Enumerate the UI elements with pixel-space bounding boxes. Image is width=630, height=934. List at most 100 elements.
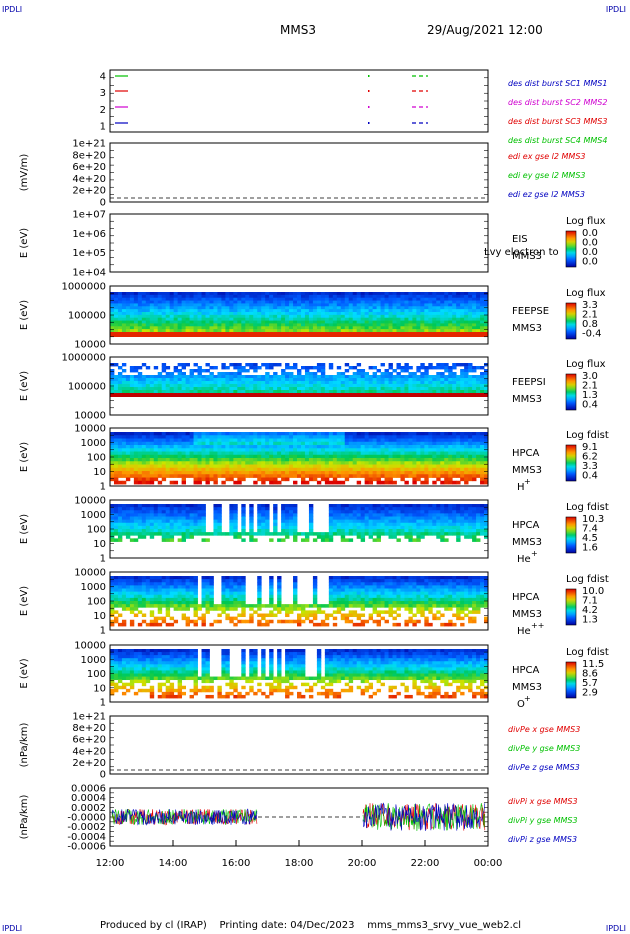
y-tick-label: 6e+20 bbox=[72, 162, 106, 173]
y-tick-label: 10 bbox=[93, 683, 106, 694]
panel-frame bbox=[109, 715, 489, 775]
legend-entry: des dist burst SC3 MMS3 bbox=[508, 117, 607, 126]
y-tick-label: 0.0002 bbox=[71, 803, 106, 814]
colorbar-title: Log flux bbox=[566, 359, 606, 370]
colorbar-tick-label: 7.1 bbox=[582, 596, 598, 607]
x-tick-label: 00:00 bbox=[474, 858, 503, 869]
y-tick-label: 10 bbox=[93, 611, 106, 622]
y-axis-title: E (eV) bbox=[19, 371, 30, 401]
colorbar-title: Log fdist bbox=[566, 574, 609, 585]
y-axis-title: E (eV) bbox=[19, 228, 30, 258]
y-tick-label: 100 bbox=[87, 669, 106, 680]
y-tick-label: 0 bbox=[100, 770, 106, 781]
x-tick-label: 16:00 bbox=[222, 858, 251, 869]
y-tick-label: 0.0004 bbox=[71, 793, 106, 804]
y-tick-label: 1e+04 bbox=[72, 268, 106, 279]
heatmap-cells bbox=[110, 576, 489, 627]
colorbar-tick-label: 0.4 bbox=[582, 471, 598, 482]
charge-label: + bbox=[524, 477, 531, 486]
instrument-label: HPCA bbox=[512, 592, 540, 603]
colorbar-tick-label: 2.1 bbox=[582, 310, 598, 321]
y-tick-label: 1 bbox=[100, 554, 106, 565]
colorbar-tick-label: 4.5 bbox=[582, 533, 598, 544]
legend-entry: divPi y gse MMS3 bbox=[508, 816, 578, 825]
colorbar-tick-label: 0.0 bbox=[582, 238, 598, 249]
colorbar-tick-label: 0.0 bbox=[582, 257, 598, 268]
species-label: H bbox=[517, 482, 525, 493]
y-tick-label: 10000 bbox=[74, 424, 106, 435]
burst-marker bbox=[368, 106, 370, 108]
y-tick-label: 2e+20 bbox=[72, 186, 106, 197]
x-tick-label: 14:00 bbox=[159, 858, 188, 869]
y-tick-label: 100000 bbox=[68, 382, 106, 393]
y-tick-label: 1 bbox=[100, 482, 106, 493]
legend-entry: divPi x gse MMS3 bbox=[508, 797, 578, 806]
y-tick-label: 0.0006 bbox=[71, 784, 106, 795]
species-label: He bbox=[517, 554, 531, 565]
y-tick-label: 1000 bbox=[81, 655, 106, 666]
spacecraft-label: MMS3 bbox=[512, 537, 542, 548]
y-tick-label: 1000 bbox=[81, 438, 106, 449]
y-tick-label: 10000 bbox=[74, 496, 106, 507]
y-axis-title: E (eV) bbox=[19, 442, 30, 472]
spacecraft-label: MMS3 bbox=[512, 251, 542, 262]
colorbar-title: Log fdist bbox=[566, 647, 609, 658]
x-tick-label: 20:00 bbox=[348, 858, 377, 869]
y-tick-label: 10000 bbox=[74, 340, 106, 351]
charge-label: ++ bbox=[531, 621, 544, 630]
legend-entry: divPe x gse MMS3 bbox=[508, 725, 580, 734]
y-tick-label: 10000 bbox=[74, 568, 106, 579]
colorbar-tick-label: 10.0 bbox=[582, 586, 604, 597]
colorbar-tick-label: 0.8 bbox=[582, 319, 598, 330]
species-label: O bbox=[517, 699, 525, 710]
y-tick-label: 2e+20 bbox=[72, 758, 106, 769]
colorbar-tick-label: 8.6 bbox=[582, 669, 598, 680]
y-tick-label: 1000 bbox=[81, 510, 106, 521]
footer-text: Produced by cl (IRAP) Printing date: 04/… bbox=[100, 920, 522, 931]
legend-entry: edi ez gse l2 MMS3 bbox=[508, 190, 585, 199]
colorbar-tick-label: 3.3 bbox=[582, 300, 598, 311]
header-datetime: 29/Aug/2021 12:00 bbox=[427, 23, 543, 37]
y-tick-label: 100 bbox=[87, 597, 106, 608]
y-tick-label: 2 bbox=[100, 105, 106, 116]
colorbar bbox=[565, 302, 577, 340]
legend-entry: divPe z gse MMS3 bbox=[508, 763, 580, 772]
colorbar-tick-label: 9.1 bbox=[582, 442, 598, 453]
y-tick-label: 0 bbox=[100, 198, 106, 209]
y-axis-title: E (eV) bbox=[19, 514, 30, 544]
colorbar-tick-label: 10.3 bbox=[582, 514, 604, 525]
instrument-label: HPCA bbox=[512, 448, 540, 459]
y-axis-title: E (eV) bbox=[19, 300, 30, 330]
instrument-label: HPCA bbox=[512, 520, 540, 531]
colorbar bbox=[565, 373, 577, 411]
y-tick-label: 3 bbox=[100, 88, 106, 99]
colorbar-tick-label: 3.0 bbox=[582, 371, 598, 382]
y-tick-label: 100 bbox=[87, 453, 106, 464]
y-tick-label: 4 bbox=[100, 72, 106, 83]
spacecraft-label: MMS3 bbox=[512, 682, 542, 693]
spacecraft-label: MMS3 bbox=[512, 465, 542, 476]
panel-frame bbox=[109, 213, 489, 273]
y-tick-label: 6e+20 bbox=[72, 735, 106, 746]
spacecraft-label: MMS3 bbox=[512, 609, 542, 620]
colorbar-tick-label: 1.3 bbox=[582, 390, 598, 401]
y-tick-label: 1 bbox=[100, 626, 106, 637]
spacecraft-label: MMS3 bbox=[512, 394, 542, 405]
colorbar bbox=[565, 516, 577, 554]
instrument-label: EIS bbox=[512, 234, 528, 245]
y-tick-label: -0.0000 bbox=[67, 813, 106, 824]
y-tick-label: 100 bbox=[87, 525, 106, 536]
y-tick-label: 1e+05 bbox=[72, 248, 106, 259]
y-tick-label: 1e+07 bbox=[72, 210, 106, 221]
corner-label-top-right: IPDLI bbox=[605, 5, 626, 14]
x-tick-label: 18:00 bbox=[285, 858, 314, 869]
burst-marker bbox=[368, 90, 370, 92]
charge-label: + bbox=[531, 549, 538, 558]
y-tick-label: -0.0006 bbox=[67, 842, 106, 853]
instrument-label: FEEPSE bbox=[512, 306, 549, 317]
legend-entry: divPi z gse MMS3 bbox=[508, 835, 577, 844]
legend-entry: divPe y gse MMS3 bbox=[508, 744, 580, 753]
y-tick-label: 100000 bbox=[68, 311, 106, 322]
charge-label: + bbox=[524, 694, 531, 703]
